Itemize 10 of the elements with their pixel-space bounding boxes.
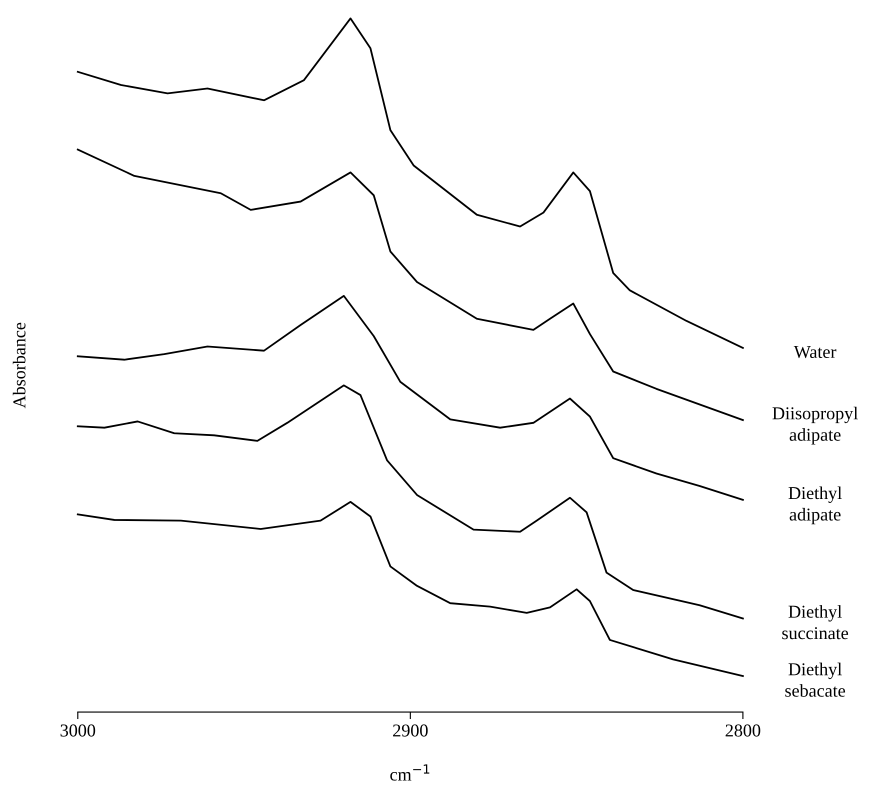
x-tick-label: 2800 (726, 724, 760, 737)
text: Diethyl adipate (788, 486, 842, 524)
text: Water (794, 346, 836, 358)
x-tick-label: 2900 (393, 724, 428, 737)
text: Diethyl succinate (782, 605, 848, 640)
x-axis-title: cm$^{−1}$ (390, 764, 430, 781)
x-tick-label: 3000 (60, 724, 96, 737)
text: Diethyl sebacate (785, 662, 846, 697)
y-axis-title: Absorbance (12, 322, 26, 408)
series-label: Diisopropyl adipate (772, 406, 858, 445)
